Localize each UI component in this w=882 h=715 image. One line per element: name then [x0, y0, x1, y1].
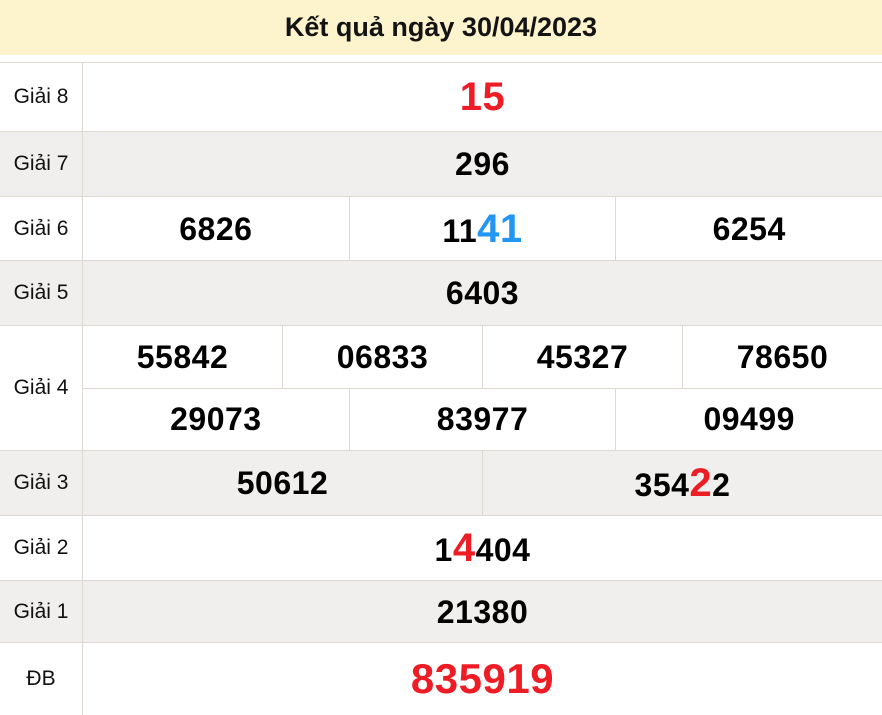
prize-number-cell: 78650 — [682, 326, 882, 388]
number-line: 29073 83977 09499 — [83, 387, 882, 451]
number-line: 6403 — [83, 261, 882, 325]
prize-number-cell: 45327 — [482, 326, 682, 388]
number-segment: 11 — [442, 212, 478, 249]
prize-label-giai-2: Giải 2 — [0, 516, 83, 580]
prize-numbers-giai-4: 55842 06833 45327 78650 29073 83977 09499 — [83, 326, 882, 450]
prize-label-giai-4: Giải 4 — [0, 326, 83, 450]
prize-number-cell: 09499 — [615, 388, 882, 450]
prize-label-giai-1: Giải 1 — [0, 581, 83, 642]
number-line: 55842 06833 45327 78650 — [83, 326, 882, 388]
prize-label-db: ĐB — [0, 643, 83, 715]
prize-row-giai-2: Giải 2 14404 — [0, 516, 882, 581]
prize-numbers-giai-8: 15 — [83, 63, 882, 131]
number-segment: 6254 — [712, 210, 786, 247]
number-line: 6826 1141 6254 — [83, 197, 882, 260]
number-segment: 835919 — [410, 655, 555, 702]
number-segment: 41 — [477, 206, 523, 251]
prize-numbers-giai-2: 14404 — [83, 516, 882, 580]
number-segment: 1 — [434, 532, 453, 568]
number-segment: 6403 — [445, 275, 520, 311]
prize-row-giai-3: Giải 3 50612 35422 — [0, 451, 882, 516]
prize-number-cell: 1141 — [348, 197, 616, 260]
number-segment: 83977 — [436, 401, 529, 438]
prize-row-giai-5: Giải 5 6403 — [0, 261, 882, 326]
prize-row-giai-4: Giải 4 55842 06833 45327 78650 29073 83977 0949… — [0, 326, 882, 451]
number-line: 15 — [83, 63, 882, 131]
number-segment: 29073 — [170, 401, 262, 438]
results-title: Kết quả ngày 30/04/2023 — [284, 12, 598, 42]
prize-number-cell: 6254 — [615, 197, 882, 260]
number-segment: 2 — [712, 467, 731, 503]
number-line: 21380 — [83, 581, 882, 642]
prize-number-cell: 35422 — [482, 451, 882, 515]
prize-row-db: ĐB 835919 — [0, 643, 882, 715]
prize-label-giai-3: Giải 3 — [0, 451, 83, 515]
prize-number-cell: 15 — [83, 63, 882, 131]
prize-number-cell: 50612 — [83, 451, 482, 515]
number-segment: 55842 — [136, 338, 229, 375]
prize-label-giai-6: Giải 6 — [0, 197, 83, 260]
number-segment: 15 — [459, 75, 506, 119]
number-line: 835919 — [83, 643, 882, 715]
results-table: Giải 8 15 Giải 7 296 Giải 6 6826 1141 6254 Giải … — [0, 62, 882, 715]
prize-numbers-db: 835919 — [83, 643, 882, 715]
title-gap — [0, 55, 882, 62]
prize-label-giai-5: Giải 5 — [0, 261, 83, 325]
prize-label-giai-7: Giải 7 — [0, 132, 83, 196]
prize-number-cell: 29073 — [83, 389, 349, 451]
prize-row-giai-1: Giải 1 21380 — [0, 581, 882, 643]
prize-numbers-giai-7: 296 — [83, 132, 882, 196]
prize-row-giai-8: Giải 8 15 — [0, 63, 882, 132]
number-segment: 354 — [634, 467, 690, 503]
results-title-bar: Kết quả ngày 30/04/2023 — [0, 0, 882, 55]
prize-number-cell: 21380 — [83, 581, 882, 642]
number-segment: 404 — [475, 532, 531, 568]
prize-numbers-giai-6: 6826 1141 6254 — [83, 197, 882, 260]
prize-number-cell: 6403 — [83, 261, 882, 325]
prize-number-cell: 06833 — [282, 326, 482, 388]
prize-number-cell: 83977 — [348, 388, 616, 450]
prize-label-giai-8: Giải 8 — [0, 63, 83, 131]
prize-numbers-giai-1: 21380 — [83, 581, 882, 642]
number-segment: 2 — [689, 461, 713, 505]
prize-numbers-giai-5: 6403 — [83, 261, 882, 325]
number-segment: 45327 — [536, 338, 629, 375]
number-segment: 296 — [455, 146, 510, 182]
number-segment: 4 — [452, 526, 476, 570]
prize-row-giai-7: Giải 7 296 — [0, 132, 882, 197]
number-segment: 78650 — [736, 338, 829, 375]
number-segment: 6826 — [179, 210, 253, 247]
prize-number-cell: 55842 — [83, 326, 282, 388]
number-segment: 50612 — [236, 465, 329, 501]
prize-numbers-giai-3: 50612 35422 — [83, 451, 882, 515]
prize-number-cell: 835919 — [83, 643, 882, 715]
number-line: 14404 — [83, 516, 882, 580]
prize-row-giai-6: Giải 6 6826 1141 6254 — [0, 197, 882, 261]
number-line: 296 — [83, 132, 882, 196]
prize-number-cell: 296 — [83, 132, 882, 196]
number-segment: 21380 — [436, 593, 529, 630]
number-segment: 09499 — [703, 401, 795, 438]
number-line: 50612 35422 — [83, 451, 882, 515]
prize-number-cell: 14404 — [83, 516, 882, 580]
prize-number-cell: 6826 — [83, 197, 349, 260]
number-segment: 06833 — [336, 338, 429, 375]
